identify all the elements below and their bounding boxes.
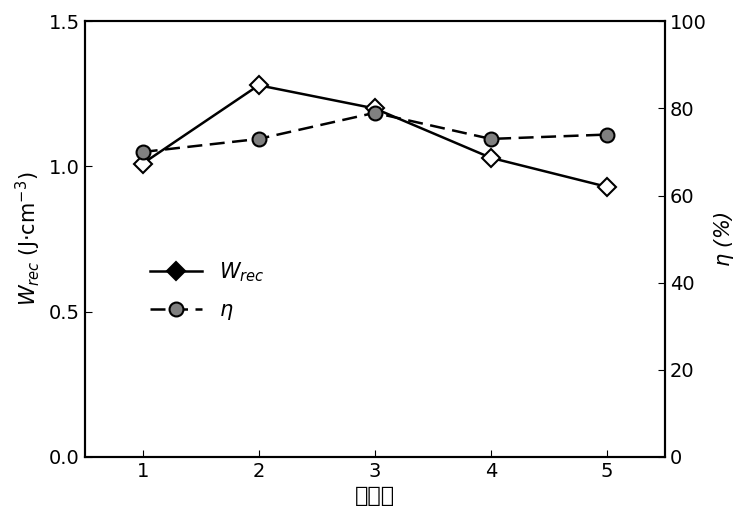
$\eta$ <box>602 132 611 138</box>
$\eta$ <box>370 110 380 116</box>
$W_{rec}$ <box>602 184 611 190</box>
Y-axis label: $\eta$ (%): $\eta$ (%) <box>712 211 736 267</box>
Y-axis label: $W_{rec}$ (J·cm$^{-3}$): $W_{rec}$ (J·cm$^{-3}$) <box>14 172 43 306</box>
Line: $\eta$: $\eta$ <box>136 106 614 159</box>
$\eta$ <box>486 136 495 142</box>
Legend: $W_{rec}$, $\eta$: $W_{rec}$, $\eta$ <box>142 252 272 331</box>
$W_{rec}$ <box>254 82 263 88</box>
$W_{rec}$ <box>486 154 495 161</box>
X-axis label: 实施例: 实施例 <box>355 486 395 506</box>
$\eta$ <box>254 136 263 142</box>
$W_{rec}$ <box>370 106 380 112</box>
$\eta$ <box>138 149 147 155</box>
Line: $W_{rec}$: $W_{rec}$ <box>136 79 613 193</box>
$W_{rec}$ <box>138 161 147 167</box>
